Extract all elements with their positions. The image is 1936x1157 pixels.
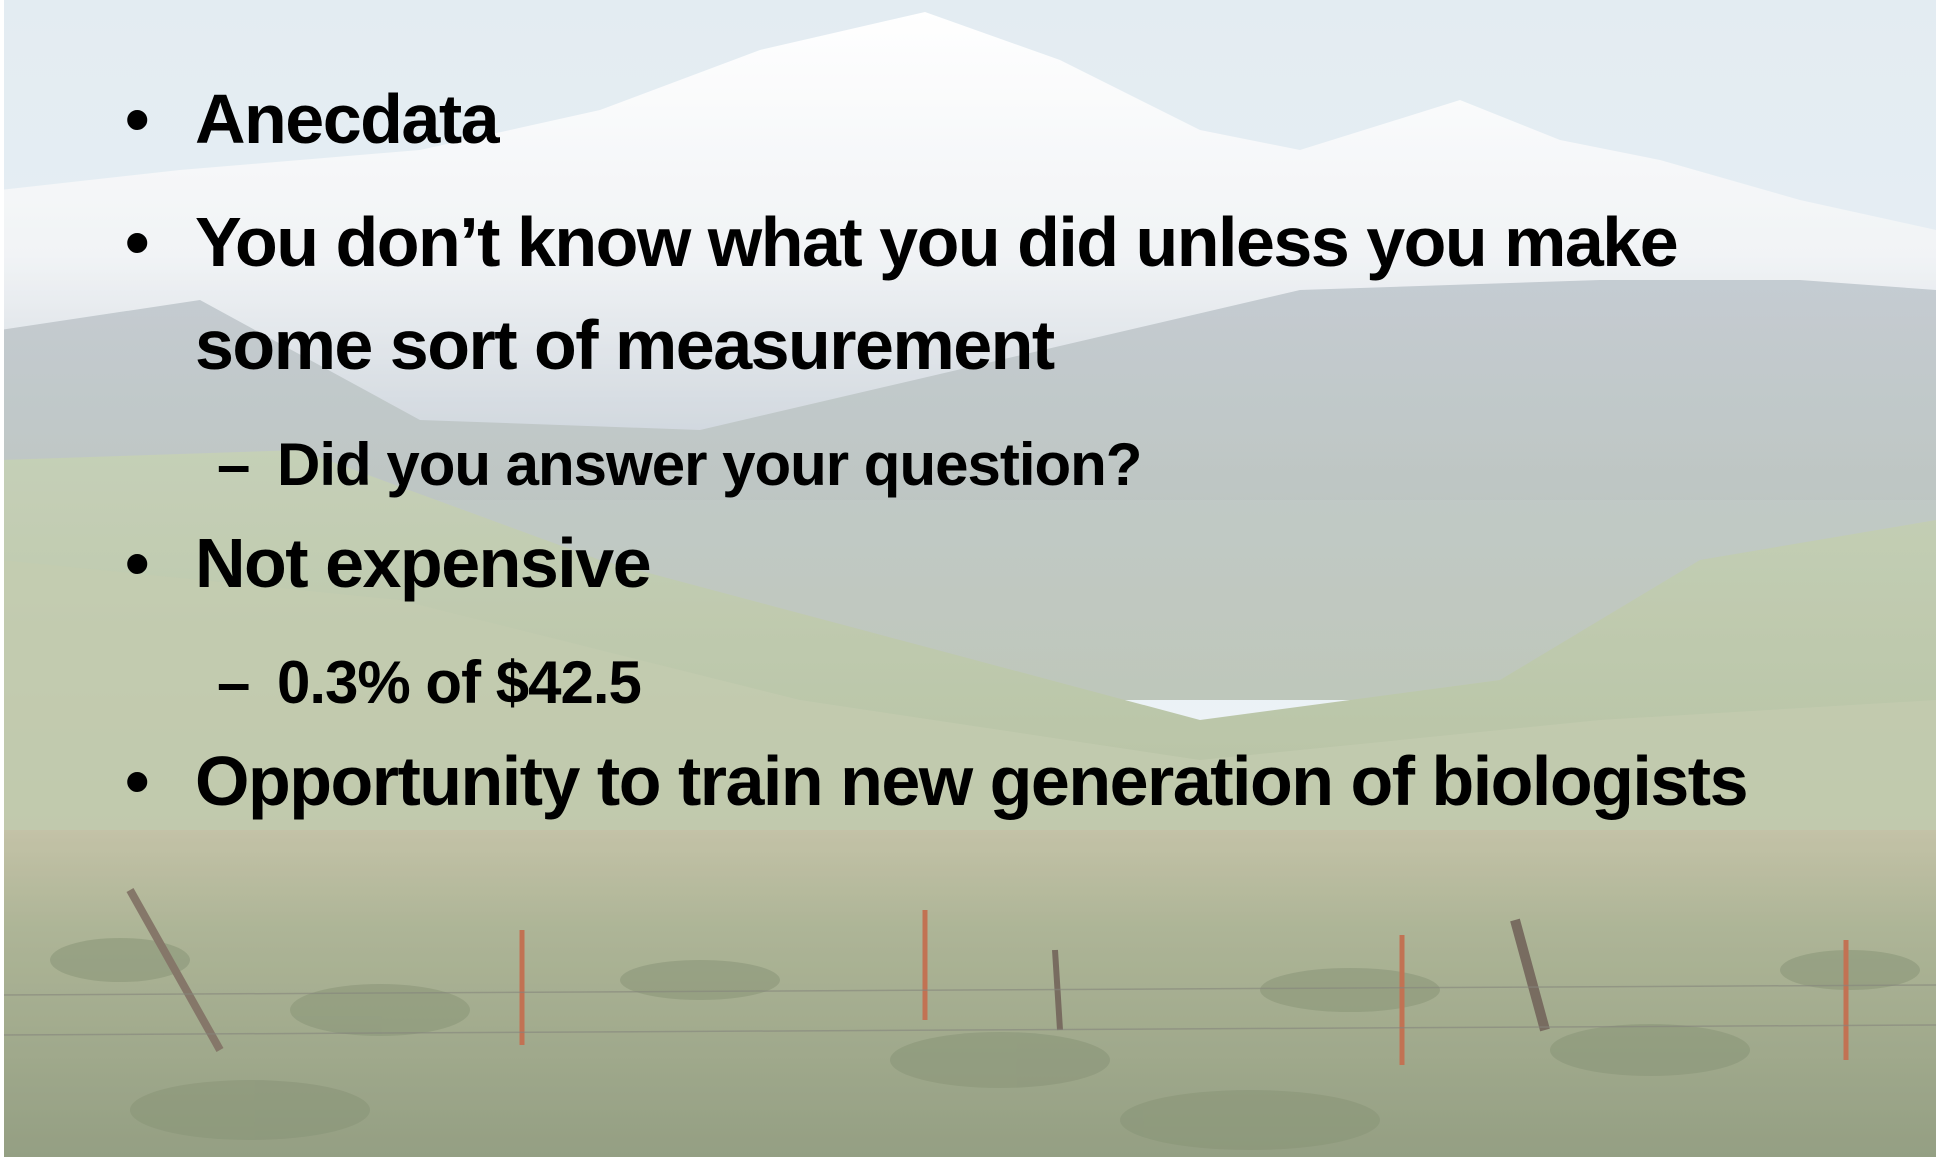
bullet-list: Anecdata You don’t know what you did unle… xyxy=(125,68,1775,853)
sub-bullet: 0.3% of $42.5 xyxy=(217,635,1775,730)
bullet: Anecdata xyxy=(125,68,1775,171)
bullet: Opportunity to train new generation of b… xyxy=(125,730,1775,833)
sub-bullet: Did you answer your question? xyxy=(217,417,1775,512)
bullet: Not expensive xyxy=(125,512,1775,615)
bullet: You don’t know what you did unless you m… xyxy=(125,191,1775,397)
